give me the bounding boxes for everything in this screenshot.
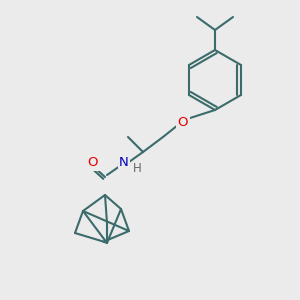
Text: O: O	[88, 157, 98, 169]
Text: O: O	[178, 116, 188, 128]
Text: H: H	[133, 161, 141, 175]
Text: N: N	[119, 157, 129, 169]
